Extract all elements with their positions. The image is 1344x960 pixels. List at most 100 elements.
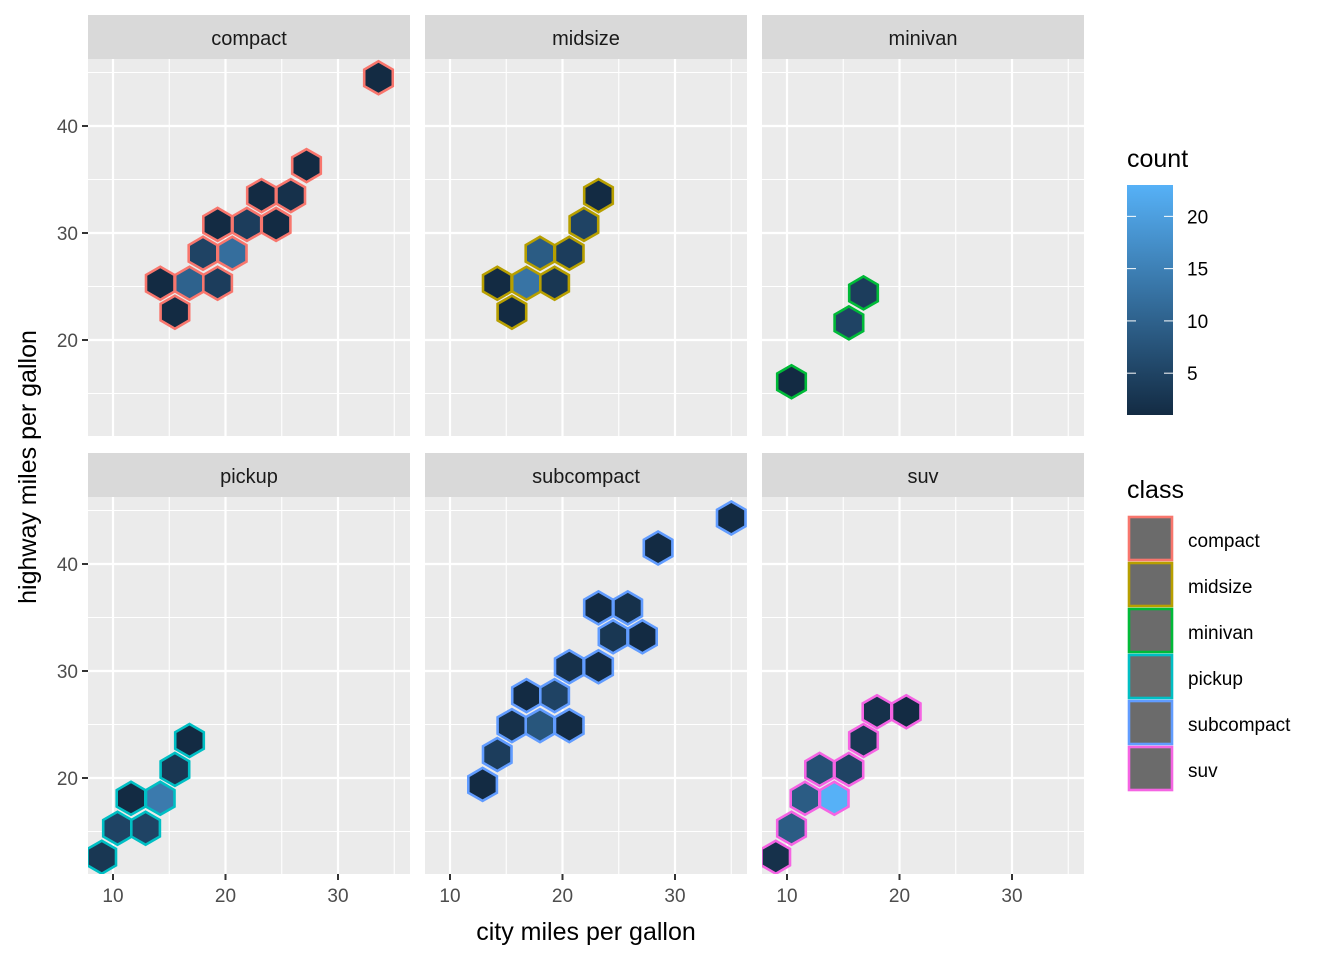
hex-bin — [466, 766, 499, 803]
hex-bin — [861, 693, 893, 730]
hex-bin — [818, 780, 850, 817]
hex-bin — [130, 810, 162, 847]
y-tick-label: 30 — [57, 224, 78, 245]
facet-strip — [425, 453, 747, 497]
x-axis-title: city miles per gallon — [476, 918, 696, 946]
hex-bin — [173, 722, 206, 759]
hex-bin — [582, 589, 615, 626]
y-tick-label: 20 — [57, 331, 78, 352]
facet-strip — [88, 453, 410, 497]
hex-bin — [612, 589, 644, 626]
count-legend: count 5 10 15 20 — [1127, 145, 1208, 415]
count-legend-title: count — [1127, 145, 1188, 173]
facet-panel-pickup: pickup — [88, 453, 410, 874]
hex-bin — [202, 206, 234, 243]
legend-key-suv: suv — [1127, 745, 1218, 792]
hex-bin — [597, 618, 629, 655]
hex-bin — [88, 839, 118, 874]
hex-bin — [216, 235, 248, 272]
y-tick-label: 30 — [57, 662, 78, 683]
facet-strip-label: pickup — [220, 466, 278, 488]
x-tick-label: 10 — [102, 886, 123, 907]
facet-panels: compact midsize minivan pickup subcompact suv — [88, 15, 1084, 874]
legend-label: minivan — [1188, 623, 1253, 644]
hex-bin — [159, 751, 191, 788]
facet-strip — [762, 15, 1084, 59]
facet-strip — [88, 15, 410, 59]
count-colorbar — [1127, 185, 1173, 415]
x-axis: 10 20 30 10 20 30 10 20 30 — [102, 874, 1023, 907]
colorbar-label: 5 — [1187, 364, 1198, 385]
facet-strip-label: subcompact — [532, 466, 640, 488]
panel-background — [762, 497, 1084, 874]
hex-bin — [173, 265, 206, 302]
legend-swatch — [1127, 515, 1174, 562]
hex-bin — [762, 839, 792, 874]
hex-bin — [231, 206, 263, 243]
hex-bin — [144, 780, 176, 817]
legend-key-compact: compact — [1127, 515, 1261, 562]
hex-bin — [847, 274, 880, 311]
hex-bin — [538, 677, 571, 714]
legend-swatch — [1127, 745, 1174, 792]
x-tick-label: 30 — [327, 886, 348, 907]
x-tick-label: 10 — [776, 886, 797, 907]
facet-strip-label: compact — [211, 28, 287, 50]
hex-bin — [144, 265, 176, 302]
facet-strip-label: minivan — [889, 28, 958, 50]
facet-panel-midsize: midsize — [425, 15, 747, 436]
facet-strip-label: midsize — [552, 28, 620, 50]
legend-label: midsize — [1188, 577, 1252, 598]
hex-bin — [290, 147, 323, 184]
legend-key-midsize: midsize — [1127, 561, 1252, 608]
hex-bin — [101, 810, 134, 847]
hex-bin — [496, 707, 528, 744]
hex-bin — [510, 677, 543, 714]
facet-panel-suv: suv — [762, 453, 1084, 874]
hex-bin — [775, 810, 808, 847]
x-tick-label: 30 — [1001, 886, 1022, 907]
hex-bin — [362, 59, 395, 96]
y-axis: 20 30 40 20 30 40 — [57, 117, 88, 790]
hex-bin — [553, 235, 585, 272]
facet-panel-subcompact: subcompact — [425, 453, 747, 874]
y-tick-label: 40 — [57, 555, 78, 576]
facet-strip — [762, 453, 1084, 497]
legend-swatch — [1127, 653, 1174, 700]
hex-bin — [789, 780, 821, 817]
hex-bin — [481, 265, 513, 302]
legend-swatch — [1127, 699, 1174, 746]
legend-swatch — [1127, 607, 1174, 654]
hex-bin — [553, 648, 585, 685]
hex-bin — [803, 751, 836, 788]
hex-bin — [524, 235, 556, 272]
hex-bin — [626, 618, 659, 655]
x-tick-label: 10 — [439, 886, 460, 907]
panel-background — [88, 59, 410, 436]
hex-bin — [159, 294, 191, 331]
panel-background — [88, 497, 410, 874]
hex-bin — [568, 206, 600, 243]
hex-bin — [715, 500, 747, 537]
x-tick-label: 20 — [215, 886, 236, 907]
legend-label: subcompact — [1188, 715, 1291, 736]
hex-bin — [510, 265, 543, 302]
colorbar-label: 20 — [1187, 207, 1208, 228]
hex-bin — [275, 177, 307, 214]
hex-bin — [833, 751, 865, 788]
hex-bin — [582, 177, 615, 214]
hex-bin — [538, 265, 571, 302]
facet-strip-label: suv — [907, 466, 938, 488]
legend-swatch — [1127, 561, 1174, 608]
hex-bin — [496, 294, 528, 331]
y-tick-label: 20 — [57, 769, 78, 790]
hex-bin — [202, 265, 234, 302]
hex-bin — [847, 722, 880, 759]
hex-bin — [245, 177, 278, 214]
hex-bin — [260, 206, 292, 243]
hex-bin — [775, 363, 808, 400]
hex-bin — [642, 530, 674, 567]
legend-key-subcompact: subcompact — [1127, 699, 1291, 746]
y-axis-title: highway miles per gallon — [14, 330, 42, 604]
